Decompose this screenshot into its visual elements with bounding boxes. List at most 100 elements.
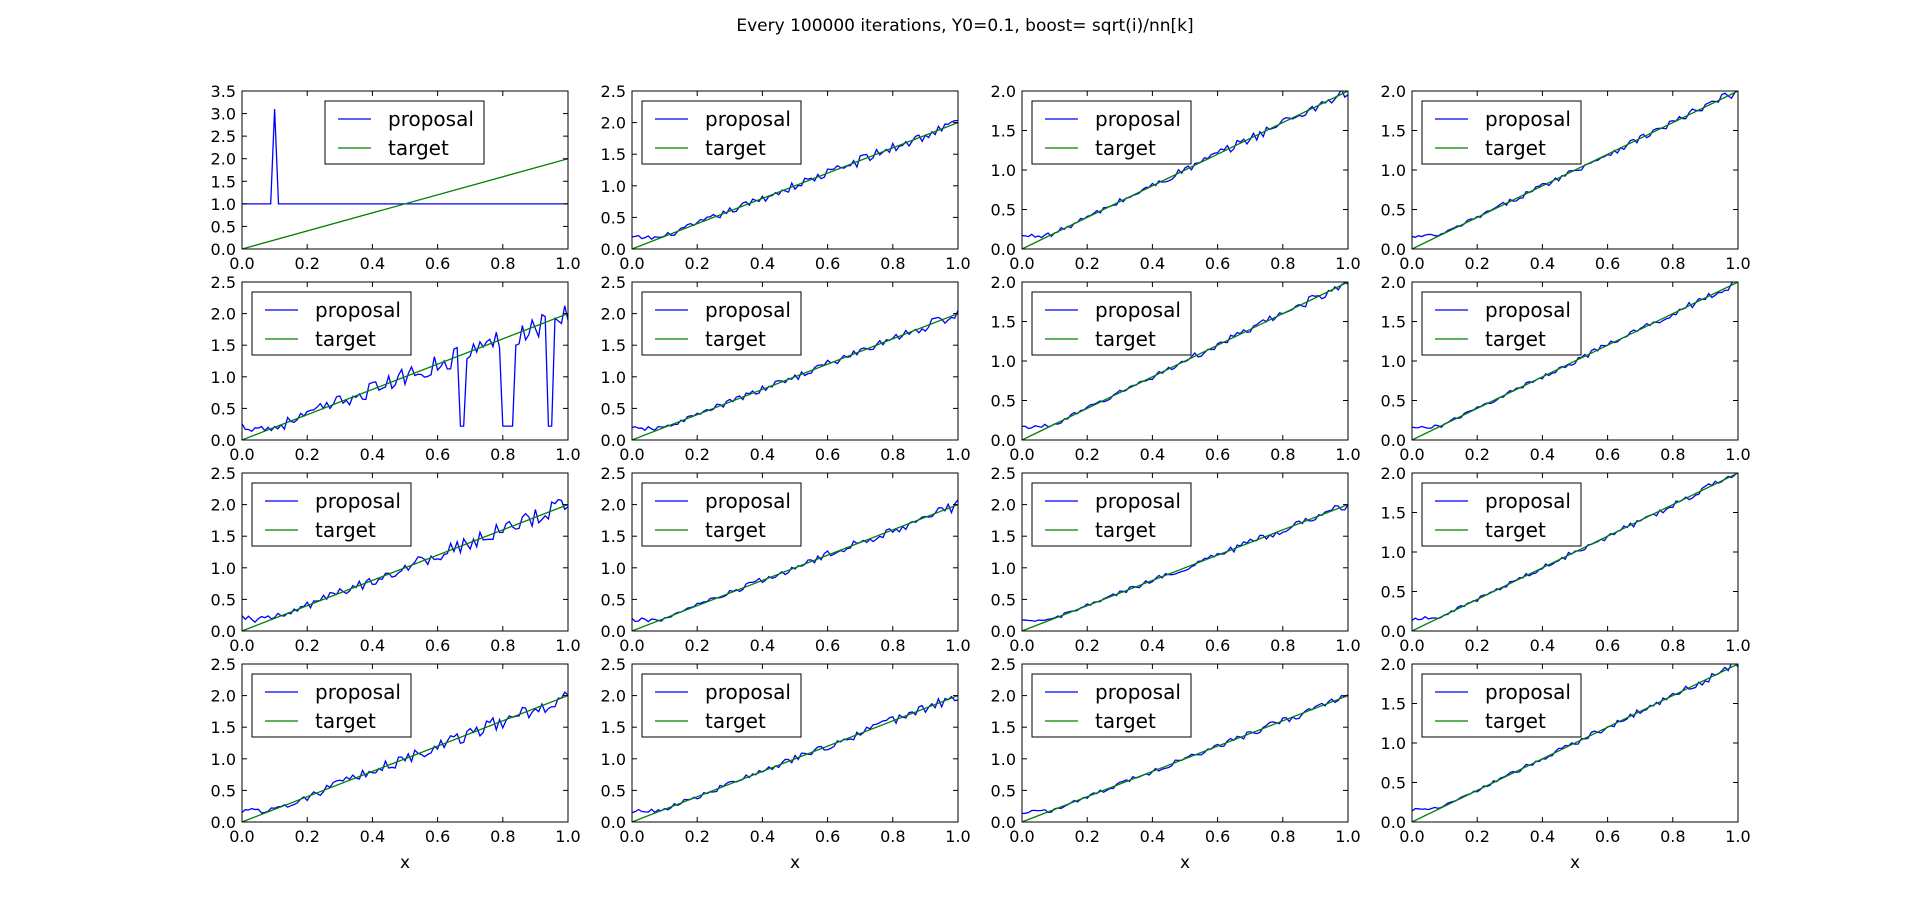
series-line-target (242, 694, 568, 822)
y-tick-label: 1.5 (601, 336, 626, 355)
legend: proposal target (641, 482, 802, 547)
x-tick-label: 1.0 (555, 636, 580, 655)
legend-box (251, 673, 412, 738)
x-tick-label: 0.4 (1140, 254, 1165, 273)
y-tick-label: 0.5 (1381, 583, 1406, 602)
x-tick-label: 0.8 (1660, 636, 1685, 655)
y-tick-label: 2.0 (601, 496, 626, 515)
y-tick-label: 1.0 (211, 368, 236, 387)
series-line-target (632, 503, 958, 631)
series-line-target (632, 121, 958, 249)
y-tick-label: 1.5 (211, 172, 236, 191)
x-tick-label: 0.4 (1140, 827, 1165, 846)
x-tick-label: 0.8 (880, 636, 905, 655)
series-line-target (1022, 91, 1348, 249)
y-tick-label: 1.0 (601, 559, 626, 578)
y-tick-label: 1.5 (991, 527, 1016, 546)
series-line-target (1412, 282, 1738, 440)
x-tick-label: 0.0 (1009, 636, 1034, 655)
y-tick-label: 0.5 (991, 201, 1016, 220)
series-line-proposal (632, 499, 958, 623)
legend-label-target: target (388, 136, 449, 160)
legend: proposal target (1031, 673, 1192, 738)
x-tick-label: 0.0 (229, 827, 254, 846)
legend: proposal target (641, 291, 802, 356)
x-tick-label: 0.2 (294, 827, 319, 846)
legend: proposal target (1031, 100, 1192, 165)
legend-label-proposal: proposal (1095, 680, 1181, 704)
x-axis-label: x (790, 853, 800, 873)
legend-box (251, 291, 412, 356)
x-tick-label: 0.6 (1595, 445, 1620, 464)
legend-box (1031, 100, 1192, 165)
y-tick-label: 2.0 (1381, 464, 1406, 483)
x-tick-label: 0.4 (750, 636, 775, 655)
series-line-target (242, 503, 568, 631)
x-tick-label: 0.8 (1270, 636, 1295, 655)
axes-frame (241, 90, 569, 250)
x-tick-label: 0.2 (294, 254, 319, 273)
x-tick-label: 0.8 (1270, 827, 1295, 846)
subplot-r0-c0: 0.0 0.5 1.0 1.5 2.0 2.5 3.0 3.5 0.0 0.2 0.4 0.6 0.8 1… (211, 82, 581, 273)
legend: proposal target (641, 100, 802, 165)
x-tick-label: 0.6 (1205, 445, 1230, 464)
legend: proposal target (1031, 482, 1192, 547)
x-tick-label: 0.6 (815, 827, 840, 846)
y-tick-label: 0.5 (1381, 392, 1406, 411)
y-tick-label: 0.5 (601, 399, 626, 418)
legend-label-target: target (705, 136, 766, 160)
y-tick-label: 0.5 (1381, 774, 1406, 793)
legend-label-proposal: proposal (1095, 107, 1181, 131)
x-tick-label: 0.2 (294, 636, 319, 655)
legend-label-target: target (315, 518, 376, 542)
legend-label-target: target (705, 327, 766, 351)
legend-box (641, 291, 802, 356)
x-tick-label: 1.0 (555, 445, 580, 464)
x-tick-label: 0.4 (1530, 827, 1555, 846)
y-tick-label: 0.0 (211, 622, 236, 641)
x-tick-label: 0.8 (880, 445, 905, 464)
y-tick-label: 1.0 (211, 195, 236, 214)
legend-label-proposal: proposal (1485, 489, 1571, 513)
legend-label-target: target (1095, 136, 1156, 160)
legend-label-target: target (1485, 709, 1546, 733)
legend-label-proposal: proposal (1095, 489, 1181, 513)
series-line-proposal (1022, 504, 1348, 622)
x-tick-label: 1.0 (1335, 445, 1360, 464)
x-tick-label: 0.4 (360, 254, 385, 273)
x-tick-label: 1.0 (1725, 636, 1750, 655)
series-line-target (1412, 91, 1738, 249)
y-tick-label: 1.5 (211, 336, 236, 355)
x-tick-label: 0.2 (684, 445, 709, 464)
y-tick-label: 1.0 (1381, 734, 1406, 753)
x-tick-label: 0.2 (1074, 445, 1099, 464)
x-tick-label: 0.6 (815, 254, 840, 273)
y-tick-label: 0.0 (991, 240, 1016, 259)
y-tick-label: 1.5 (211, 527, 236, 546)
axes-frame (631, 281, 959, 441)
subplot-r3-c1: 0.0 0.5 1.0 1.5 2.0 2.5 0.0 0.2 0.4 0.6 0.8 1.0 x pro… (601, 655, 971, 873)
x-tick-label: 0.6 (1595, 827, 1620, 846)
legend-box (1421, 100, 1582, 165)
x-tick-label: 0.6 (425, 445, 450, 464)
x-tick-label: 1.0 (555, 827, 580, 846)
y-tick-label: 0.0 (601, 431, 626, 450)
x-tick-label: 0.2 (1464, 827, 1489, 846)
legend-label-proposal: proposal (705, 680, 791, 704)
y-tick-label: 1.5 (991, 122, 1016, 141)
subplot-r2-c2: 0.0 0.5 1.0 1.5 2.0 2.5 0.0 0.2 0.4 0.6 0.8 1.0 prop… (991, 464, 1361, 655)
subplot-r3-c3: 0.0 0.5 1.0 1.5 2.0 0.0 0.2 0.4 0.6 0.8 1.0 x propos… (1381, 655, 1751, 873)
y-tick-label: 1.0 (211, 559, 236, 578)
y-tick-label: 2.0 (1381, 655, 1406, 674)
x-tick-label: 0.6 (1205, 636, 1230, 655)
y-tick-label: 0.0 (991, 431, 1016, 450)
y-tick-label: 1.0 (601, 368, 626, 387)
legend-label-proposal: proposal (1095, 298, 1181, 322)
y-tick-label: 0.5 (991, 392, 1016, 411)
x-tick-label: 1.0 (1725, 445, 1750, 464)
axes-frame (241, 281, 569, 441)
x-tick-label: 0.8 (1270, 254, 1295, 273)
y-tick-label: 0.0 (601, 813, 626, 832)
y-tick-label: 1.5 (991, 718, 1016, 737)
y-tick-label: 1.5 (1381, 313, 1406, 332)
